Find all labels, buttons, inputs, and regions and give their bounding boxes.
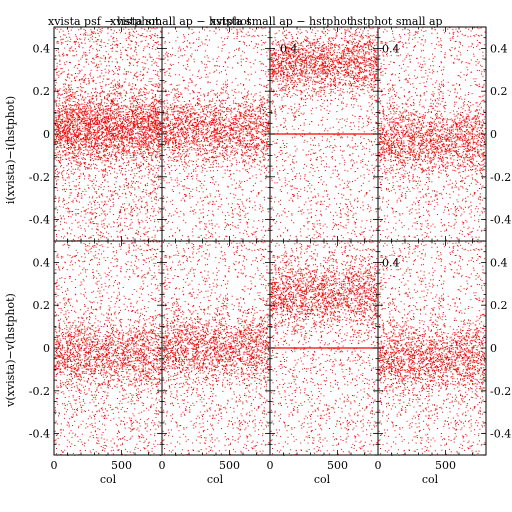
y-tick-labels-bottom-right: -0.4 -0.2 0 0.2 0.4 [490, 256, 511, 440]
y-tick-label: 0.4 [490, 42, 508, 55]
scatter-panel-2 [162, 27, 270, 242]
y-tick-label: 0.4 [33, 256, 51, 269]
y-tick-label: -0.4 [29, 214, 50, 227]
x-tick-label: 0 [375, 459, 382, 472]
y-tick-label: -0.2 [29, 385, 50, 398]
y-tick-labels-top-left: -0.4 -0.2 0 0.2 0.4 [29, 42, 50, 226]
y-tick-labels-top-right: -0.4 -0.2 0 0.2 0.4 [490, 42, 511, 226]
scatter-panel-7 [270, 241, 378, 456]
inner-tick-label: 0.4 [382, 256, 400, 269]
x-tick-label: 500 [327, 459, 348, 472]
inner-tick-label: 0.4 [280, 42, 298, 55]
scatter-panel-3 [270, 27, 378, 242]
x-tick-labels: 0 500 0 500 0 500 0 500 [51, 459, 457, 472]
y-tick-label: 0.2 [490, 85, 508, 98]
y-axis-label-bottom: v(xvista)−v(hstphot) [4, 293, 17, 408]
y-tick-label: 0 [43, 128, 50, 141]
x-tick-label: 0 [51, 459, 58, 472]
x-tick-label: 500 [111, 459, 132, 472]
x-axis-label-2: col [207, 473, 224, 486]
y-tick-label: 0.4 [490, 256, 508, 269]
scatter-panel-5 [54, 241, 162, 456]
y-tick-label: -0.4 [490, 214, 511, 227]
y-tick-label: 0 [43, 342, 50, 355]
axis-ticks [53, 26, 487, 456]
x-tick-label: 500 [219, 459, 240, 472]
x-axis-label-4: col [422, 473, 439, 486]
y-tick-label: -0.2 [29, 171, 50, 184]
y-tick-labels-bottom-left: -0.4 -0.2 0 0.2 0.4 [29, 256, 50, 440]
x-tick-label: 500 [435, 459, 456, 472]
scatter-panel-4 [378, 27, 486, 242]
y-tick-label: -0.4 [29, 428, 50, 441]
inner-tick-fragments: 0.4 0.4 0.4 [280, 42, 400, 269]
scatter-panel-6 [162, 241, 270, 456]
y-tick-label: 0.2 [33, 299, 51, 312]
y-tick-label: 0.2 [490, 299, 508, 312]
panel-title-1: xvista psf − hstphot [48, 15, 160, 28]
y-tick-label: -0.4 [490, 428, 511, 441]
y-axis-label-top: i(xvista)−i(hstphot) [4, 96, 17, 204]
y-tick-label: 0 [490, 128, 497, 141]
inner-tick-label: 0.4 [382, 42, 400, 55]
y-tick-label: -0.2 [490, 385, 511, 398]
panel-title-2: xvista small ap − hstphot [110, 15, 252, 28]
x-tick-label: 0 [267, 459, 274, 472]
y-tick-label: 0.2 [33, 85, 51, 98]
y-tick-label: 0.4 [33, 42, 51, 55]
x-axis-label-1: col [100, 473, 117, 486]
y-tick-label: -0.2 [490, 171, 511, 184]
scatter-points [54, 27, 486, 456]
scatter-panel-1 [54, 27, 162, 242]
x-axis-label-3: col [314, 473, 331, 486]
panel-title-4: hstphot small ap [350, 15, 443, 28]
x-tick-label: 0 [159, 459, 166, 472]
panel-title-3: xvista small ap − hstphot [210, 15, 352, 28]
y-tick-label: 0 [490, 342, 497, 355]
scatter-panel-8 [378, 241, 486, 456]
